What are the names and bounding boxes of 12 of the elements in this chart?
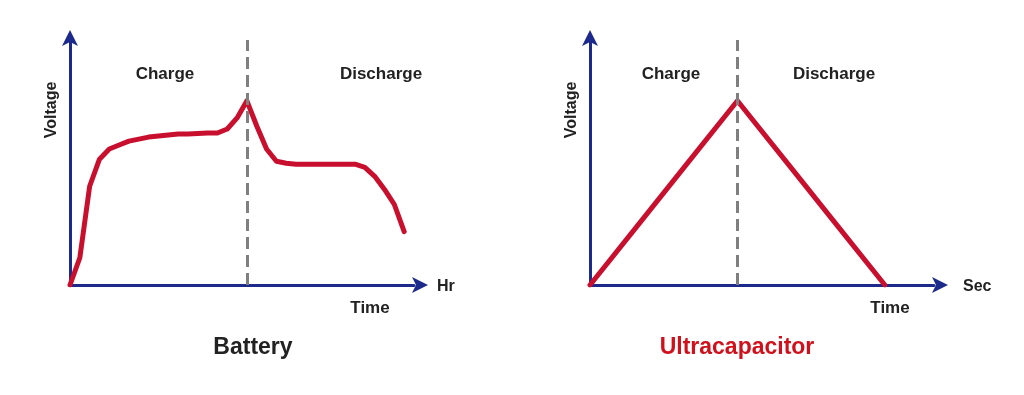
text: Ultracapacitor xyxy=(659,333,815,359)
text: Discharge xyxy=(339,63,423,83)
text: Hr xyxy=(437,276,455,294)
y-axis-title: Voltage xyxy=(561,81,579,139)
text: Discharge xyxy=(792,63,876,83)
y-axis-title: Voltage xyxy=(41,81,59,139)
text: Charge xyxy=(641,63,701,83)
text: Sec xyxy=(963,276,992,294)
x-axis-title: Time xyxy=(350,297,390,317)
x-axis-title: Time xyxy=(870,297,910,317)
text: Battery xyxy=(213,333,293,359)
text: Charge xyxy=(135,63,195,83)
